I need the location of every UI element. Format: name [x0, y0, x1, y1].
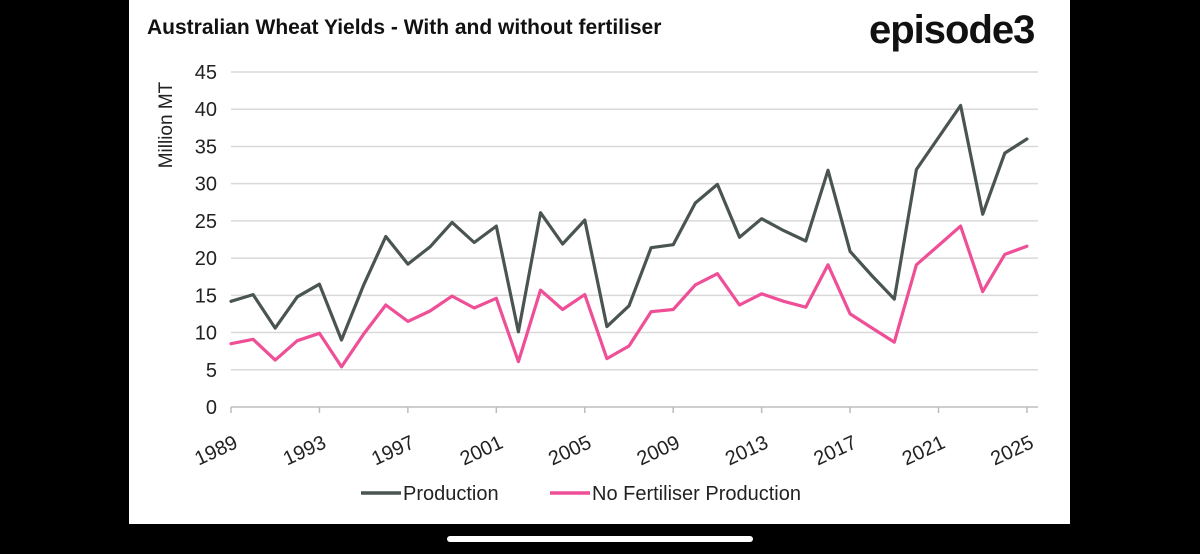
- legend: Production No Fertiliser Production: [361, 483, 801, 505]
- grid-lines: [231, 71, 1038, 408]
- series-line-production: [229, 103, 1029, 342]
- x-tick-label: 1997: [368, 432, 418, 471]
- x-tick-label: 2025: [987, 432, 1037, 471]
- y-tick-labels: 0 5 10 15 20 25 30 35 40 45: [195, 62, 217, 419]
- x-tick-label: 1989: [191, 432, 241, 471]
- legend-label: Production: [403, 483, 499, 505]
- y-tick-label: 35: [195, 136, 217, 158]
- x-tick-label: 2017: [811, 432, 861, 471]
- y-tick-label: 40: [195, 99, 217, 121]
- x-tick-label: 2021: [899, 432, 949, 471]
- home-indicator[interactable]: [447, 536, 753, 542]
- x-tick-label: 2009: [634, 432, 684, 471]
- y-tick-label: 0: [206, 397, 217, 419]
- y-axis-label: Million MT: [156, 81, 177, 168]
- x-tick-labels: 1989 1993 1997 2001 2005 2009 2013 2017 2021 2025: [191, 407, 1037, 470]
- x-tick-label: 1993: [280, 432, 330, 471]
- y-tick-label: 20: [195, 248, 217, 270]
- x-tick-label: 2005: [545, 432, 595, 471]
- series-lines: [229, 103, 1029, 369]
- chart-card: Australian Wheat Yields - With and witho…: [129, 0, 1070, 524]
- series-line-no-fertiliser-production: [229, 224, 1029, 369]
- y-tick-label: 25: [195, 211, 217, 233]
- legend-label: No Fertiliser Production: [592, 483, 801, 505]
- y-tick-label: 15: [195, 285, 217, 307]
- episode3-logo: episode3: [869, 8, 1035, 52]
- y-tick-label: 5: [206, 360, 217, 382]
- y-tick-label: 10: [195, 323, 217, 345]
- y-tick-label: 30: [195, 174, 217, 196]
- x-tick-label: 2001: [457, 432, 507, 471]
- x-tick-label: 2013: [722, 432, 772, 471]
- chart-title: Australian Wheat Yields - With and witho…: [147, 16, 662, 39]
- y-tick-label: 45: [195, 62, 217, 84]
